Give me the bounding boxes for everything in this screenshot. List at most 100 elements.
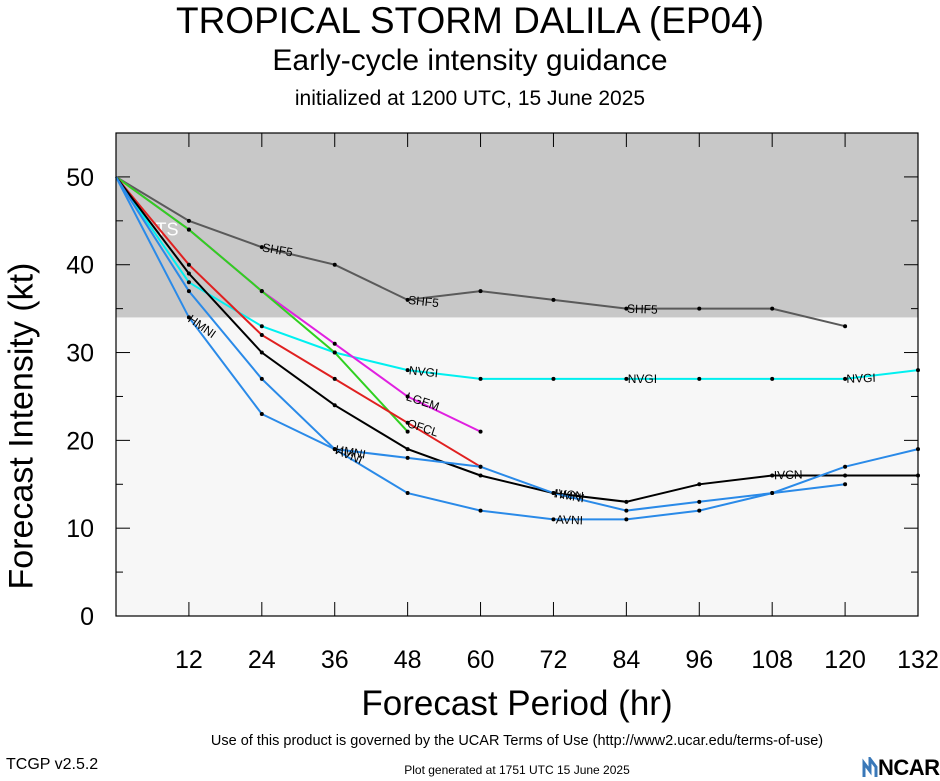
chart-subtitle: Early-cycle intensity guidance (272, 44, 668, 77)
data-point (259, 324, 264, 329)
axis-ticks: 12 24 36 48 60 72 84 96 108 120 132 0 10 20 30 40 50 (66, 133, 939, 674)
y-tick-label: 0 (80, 603, 94, 631)
series-label: SHF5 (627, 302, 658, 317)
y-tick-label: 50 (66, 164, 94, 192)
data-point (770, 376, 775, 381)
data-point (843, 464, 848, 469)
data-point (186, 289, 191, 294)
data-point (624, 499, 629, 504)
data-point (405, 297, 410, 302)
series-dshp (115, 176, 410, 434)
y-axis-label: Forecast Intensity (kt) (2, 262, 41, 590)
data-point (405, 394, 410, 399)
data-point (186, 280, 191, 285)
data-point (770, 473, 775, 478)
data-point (186, 218, 191, 223)
data-point (186, 271, 191, 276)
data-point (186, 315, 191, 320)
x-tick-label: 72 (540, 646, 568, 674)
data-point (405, 420, 410, 425)
data-point (259, 350, 264, 355)
tropical-storm-band-label: TS (155, 220, 178, 240)
y-tick-label: 20 (66, 427, 94, 455)
data-point (697, 499, 702, 504)
data-point (332, 376, 337, 381)
data-point (697, 376, 702, 381)
data-point (843, 473, 848, 478)
plot-frame (115, 132, 919, 617)
series-label: NVGI (628, 372, 657, 386)
series-label: SHF5 (261, 240, 294, 259)
data-point (478, 429, 483, 434)
y-tick-label: 30 (66, 340, 94, 368)
data-point (405, 455, 410, 460)
terms-of-use-notice: Use of this product is governed by the U… (210, 733, 824, 749)
data-point (478, 289, 483, 294)
x-tick-label: 48 (394, 646, 422, 674)
data-point (332, 447, 337, 452)
series-nvgi: NVGI NVGI NVGI (115, 176, 920, 386)
data-point (259, 376, 264, 381)
data-point (624, 508, 629, 513)
x-tick-label: 84 (612, 646, 640, 674)
data-point (478, 508, 483, 513)
y-tick-label: 10 (66, 515, 94, 543)
series-label: SHF5 (408, 293, 440, 310)
data-point (405, 429, 410, 434)
series-line (115, 176, 919, 512)
data-point (624, 376, 629, 381)
data-point (405, 447, 410, 452)
ncar-logo-text: NCAR (878, 755, 940, 780)
initialization-time: initialized at 1200 UTC, 15 June 2025 (294, 87, 646, 110)
x-tick-label: 36 (321, 646, 349, 674)
version-label: TCGP v2.5.2 (6, 756, 99, 773)
data-point (332, 341, 337, 346)
data-point (259, 245, 264, 250)
generated-timestamp: Plot generated at 1751 UTC 15 June 2025 (404, 763, 630, 777)
series-label: NVGI (846, 371, 876, 386)
series-line (115, 176, 919, 380)
series-shf5: SHF5 SHF5 SHF5 (115, 176, 848, 329)
series-label: IVCN (774, 467, 803, 482)
data-point (186, 262, 191, 267)
chart-title: TROPICAL STORM DALILA (EP04) (175, 0, 765, 41)
x-tick-label: 12 (175, 646, 203, 674)
series-line (115, 176, 482, 468)
x-tick-label: 60 (467, 646, 495, 674)
data-point (478, 473, 483, 478)
y-tick-label: 40 (66, 252, 94, 280)
data-point (551, 517, 556, 522)
data-point (551, 491, 556, 496)
data-point (259, 332, 264, 337)
data-point (259, 289, 264, 294)
data-point (624, 306, 629, 311)
data-point (478, 376, 483, 381)
x-axis-label: Forecast Period (hr) (361, 684, 673, 723)
data-point (186, 227, 191, 232)
data-point (843, 324, 848, 329)
data-point (332, 262, 337, 267)
series-label: HMNI (334, 442, 367, 461)
x-tick-label: 96 (685, 646, 713, 674)
x-tick-label: 132 (897, 646, 939, 674)
data-point (332, 403, 337, 408)
data-point (478, 464, 483, 469)
data-point (551, 376, 556, 381)
data-point (843, 482, 848, 487)
series-label: HMNI (553, 486, 586, 505)
x-tick-label: 120 (824, 646, 866, 674)
data-point (551, 297, 556, 302)
data-point (332, 350, 337, 355)
data-point (770, 306, 775, 311)
data-point (697, 482, 702, 487)
data-point (843, 376, 848, 381)
series-label: AVNI (556, 512, 584, 527)
data-point (697, 306, 702, 311)
x-tick-label: 108 (751, 646, 793, 674)
series-line (115, 176, 918, 503)
data-point (624, 517, 629, 522)
data-point (405, 491, 410, 496)
x-tick-label: 24 (248, 646, 276, 674)
series-label: NVGI (408, 363, 439, 380)
